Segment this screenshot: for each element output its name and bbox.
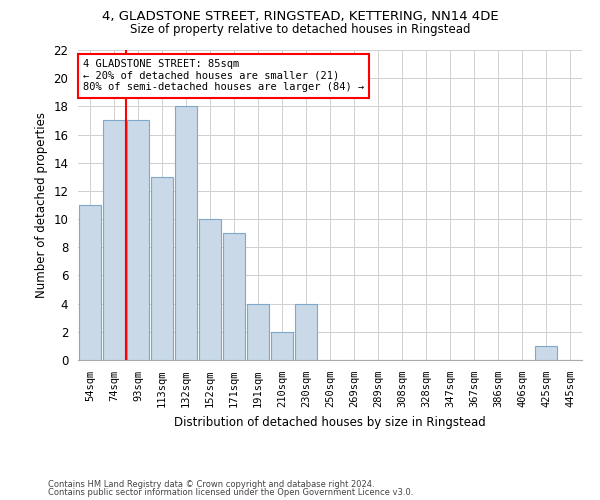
- Bar: [223, 233, 245, 360]
- Bar: [79, 205, 101, 360]
- Bar: [199, 219, 221, 360]
- Bar: [271, 332, 293, 360]
- Bar: [175, 106, 197, 360]
- Y-axis label: Number of detached properties: Number of detached properties: [35, 112, 48, 298]
- Text: Contains HM Land Registry data © Crown copyright and database right 2024.: Contains HM Land Registry data © Crown c…: [48, 480, 374, 489]
- Bar: [247, 304, 269, 360]
- Text: 4, GLADSTONE STREET, RINGSTEAD, KETTERING, NN14 4DE: 4, GLADSTONE STREET, RINGSTEAD, KETTERIN…: [101, 10, 499, 23]
- Text: 4 GLADSTONE STREET: 85sqm
← 20% of detached houses are smaller (21)
80% of semi-: 4 GLADSTONE STREET: 85sqm ← 20% of detac…: [83, 60, 364, 92]
- Bar: [295, 304, 317, 360]
- Text: Contains public sector information licensed under the Open Government Licence v3: Contains public sector information licen…: [48, 488, 413, 497]
- Text: Size of property relative to detached houses in Ringstead: Size of property relative to detached ho…: [130, 22, 470, 36]
- X-axis label: Distribution of detached houses by size in Ringstead: Distribution of detached houses by size …: [174, 416, 486, 428]
- Bar: [151, 177, 173, 360]
- Bar: [103, 120, 125, 360]
- Bar: [535, 346, 557, 360]
- Bar: [127, 120, 149, 360]
